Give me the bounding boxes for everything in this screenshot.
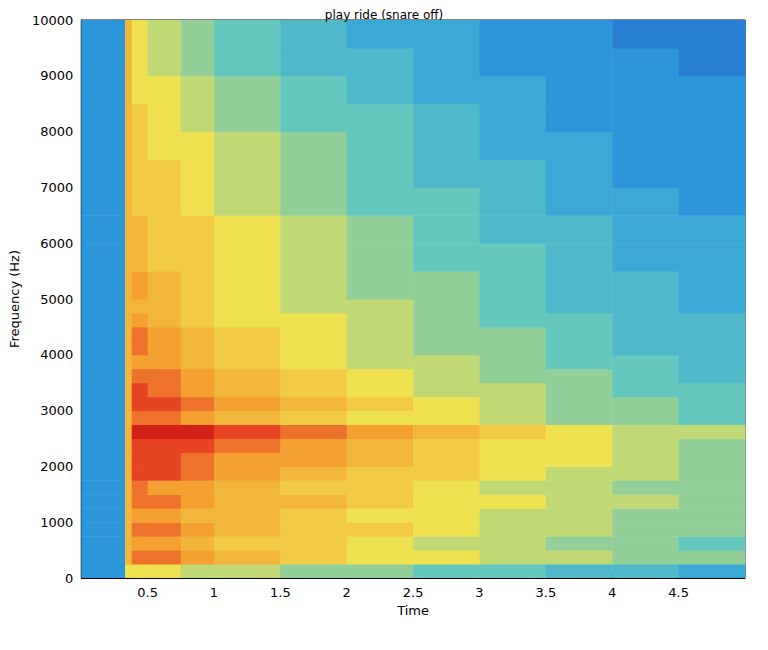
svg-text:7000: 7000	[40, 180, 73, 195]
svg-text:4000: 4000	[40, 347, 73, 362]
svg-text:6000: 6000	[40, 236, 73, 251]
svg-text:3000: 3000	[40, 403, 73, 418]
svg-text:1000: 1000	[40, 515, 73, 530]
svg-text:8000: 8000	[40, 124, 73, 139]
svg-text:0: 0	[65, 571, 73, 586]
svg-text:1.5: 1.5	[270, 585, 291, 600]
svg-text:2: 2	[343, 585, 351, 600]
svg-text:9000: 9000	[40, 68, 73, 83]
svg-text:Time: Time	[396, 603, 429, 618]
svg-text:4.5: 4.5	[668, 585, 689, 600]
svg-text:1: 1	[210, 585, 218, 600]
svg-text:2.5: 2.5	[403, 585, 424, 600]
svg-text:3: 3	[475, 585, 483, 600]
svg-text:5000: 5000	[40, 292, 73, 307]
svg-text:4: 4	[608, 585, 616, 600]
svg-text:play ride (snare off): play ride (snare off)	[325, 8, 443, 22]
svg-text:3.5: 3.5	[536, 585, 557, 600]
svg-text:2000: 2000	[40, 459, 73, 474]
svg-text:0.5: 0.5	[137, 585, 158, 600]
svg-text:10000: 10000	[32, 13, 73, 28]
svg-text:Frequency (Hz): Frequency (Hz)	[7, 250, 22, 348]
